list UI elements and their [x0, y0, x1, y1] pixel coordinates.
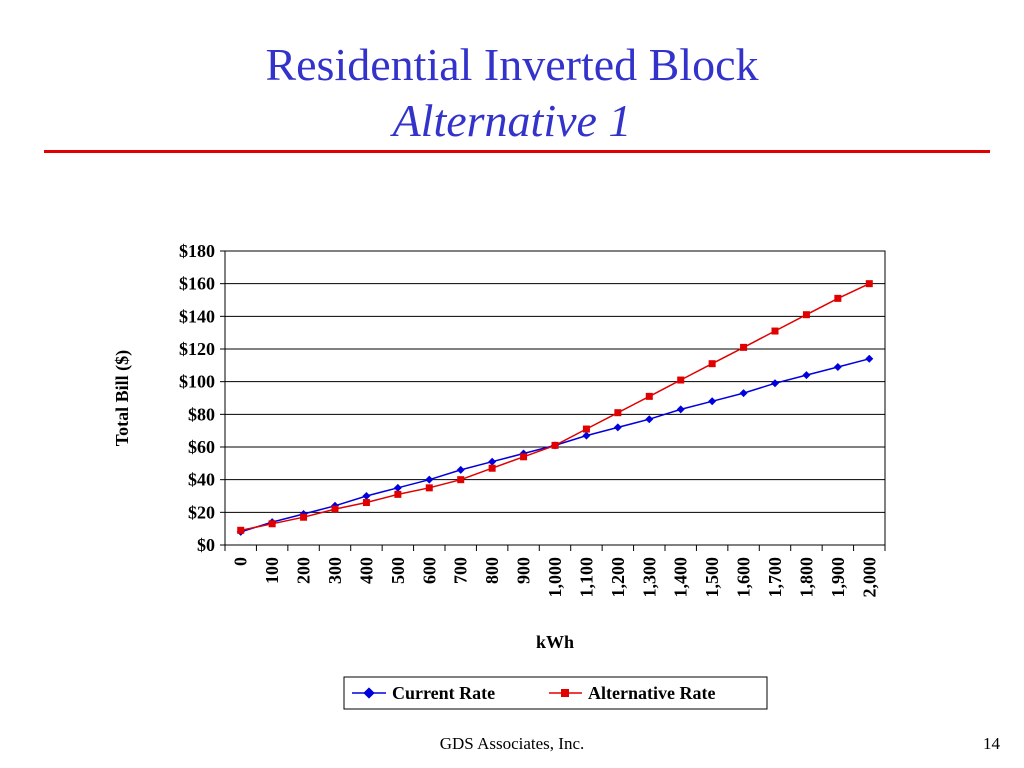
- data-point: [300, 513, 308, 521]
- legend: Current Rate Alternative Rate: [343, 676, 768, 710]
- data-point: [834, 294, 842, 302]
- data-point: [771, 327, 779, 335]
- legend-alternative-marker: [561, 689, 569, 697]
- x-tick-label: 400: [356, 557, 376, 584]
- data-point: [362, 492, 371, 500]
- x-tick-label: 1,800: [796, 557, 816, 598]
- y-axis-label: Total Bill ($): [112, 350, 133, 446]
- data-point: [237, 526, 245, 534]
- x-tick-label: 1,400: [671, 557, 691, 598]
- y-tick-label: $60: [188, 437, 215, 457]
- data-point: [268, 520, 276, 528]
- slide-title: Residential Inverted Block: [265, 39, 759, 90]
- title-divider: [44, 150, 990, 153]
- data-point: [708, 360, 716, 368]
- x-tick-label: 1,500: [702, 557, 722, 598]
- legend-current-label: Current Rate: [392, 683, 495, 703]
- x-tick-label: 1,600: [734, 557, 754, 598]
- x-tick-label: 2,000: [859, 557, 879, 598]
- y-tick-label: $160: [179, 274, 215, 294]
- x-tick-label: 300: [325, 557, 345, 584]
- x-tick-label: 1,700: [765, 557, 785, 598]
- x-tick-label: 1,100: [576, 557, 596, 598]
- x-tick-label: 0: [231, 557, 251, 566]
- data-point: [614, 409, 622, 417]
- y-tick-label: $20: [188, 502, 215, 522]
- data-point: [865, 354, 874, 363]
- plot-area: [224, 250, 886, 546]
- x-tick-label: 800: [482, 557, 502, 584]
- data-point: [488, 464, 496, 472]
- y-tick-label: $120: [179, 339, 215, 359]
- x-tick-label: 1,300: [639, 557, 659, 598]
- x-tick-label: 1,000: [545, 557, 565, 598]
- axes: [220, 250, 886, 551]
- data-point: [425, 484, 433, 492]
- data-point: [520, 453, 528, 461]
- data-point: [708, 397, 717, 406]
- x-tick-label: 600: [419, 557, 439, 584]
- y-tick-label: $100: [179, 372, 215, 392]
- data-point: [362, 499, 370, 507]
- data-point: [677, 376, 685, 384]
- data-point: [771, 379, 779, 388]
- data-point: [865, 280, 873, 288]
- x-axis-label: kWh: [536, 632, 574, 652]
- data-point: [739, 389, 748, 398]
- footer-company: GDS Associates, Inc.: [439, 734, 585, 753]
- x-tick-label: 900: [514, 557, 534, 584]
- legend-alternative-label: Alternative Rate: [588, 683, 715, 703]
- data-point: [488, 457, 497, 466]
- y-tick-label: $80: [188, 404, 215, 424]
- data-point: [613, 423, 622, 432]
- x-tick-label: 200: [294, 557, 314, 584]
- page-number: 14: [983, 734, 1000, 753]
- x-tick-label: 100: [262, 557, 282, 584]
- data-point: [802, 371, 811, 380]
- x-tick-label: 1,900: [828, 557, 848, 598]
- data-point: [676, 405, 685, 414]
- data-point: [740, 343, 748, 351]
- y-tick-label: $180: [179, 241, 215, 261]
- data-point: [582, 425, 590, 433]
- data-point: [833, 362, 842, 371]
- series-alternative-rate: [237, 280, 873, 534]
- data-point: [645, 415, 654, 424]
- data-point: [394, 490, 402, 498]
- y-tick-label: $0: [197, 535, 215, 555]
- data-point: [802, 311, 810, 319]
- data-point: [645, 392, 653, 400]
- data-point: [393, 483, 402, 492]
- x-tick-labels: 0 100 200 300 400 500 600 700 800 900 1,000 1,100 1,…: [231, 557, 880, 598]
- y-tick-labels: $0 $20 $40 $60 $80 $100 $120 $140 $160 $180: [179, 241, 215, 555]
- x-tick-label: 1,200: [608, 557, 628, 598]
- x-tick-label: 700: [451, 557, 471, 584]
- data-point: [425, 475, 434, 484]
- y-tick-label: $40: [188, 470, 215, 490]
- data-point: [582, 431, 591, 440]
- series: [236, 280, 874, 536]
- y-tick-label: $140: [179, 306, 215, 326]
- legend-current-marker: [363, 687, 375, 699]
- data-point: [456, 465, 465, 474]
- data-point: [457, 476, 465, 484]
- slide-subtitle: Alternative 1: [392, 95, 632, 146]
- x-tick-label: 500: [388, 557, 408, 584]
- data-point: [331, 505, 339, 513]
- data-point: [551, 441, 559, 449]
